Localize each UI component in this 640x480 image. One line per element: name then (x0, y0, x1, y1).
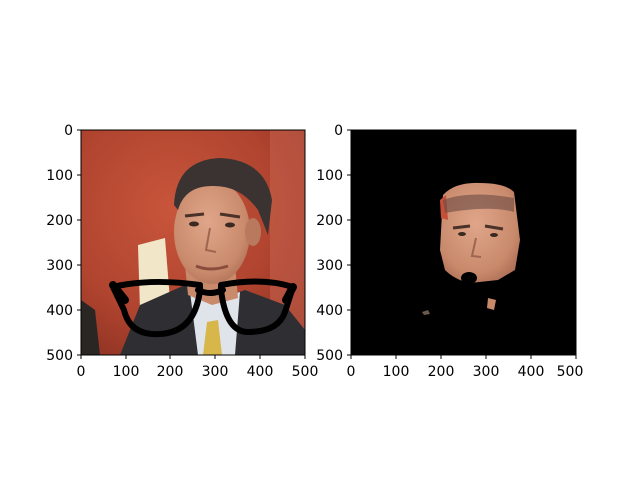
left-y-tick-label: 0 (64, 123, 73, 139)
right-x-axis (350, 355, 577, 359)
hair (174, 158, 272, 235)
right-y-tick-label: 0 (334, 123, 343, 139)
yellow-tie (203, 320, 222, 355)
right-x-tick-label: 300 (473, 364, 500, 380)
left-x-tick-label: 200 (157, 364, 184, 380)
left-x-tick-label: 100 (113, 364, 140, 380)
right-y-tick-label: 100 (316, 168, 343, 184)
left-image-panel (81, 130, 305, 355)
lamp-glow (138, 238, 170, 310)
face (174, 180, 250, 284)
right-y-axis (347, 129, 351, 356)
dark-figure (81, 300, 100, 355)
left-x-tick-label: 300 (202, 364, 229, 380)
right-y-tick-label: 500 (316, 348, 343, 364)
right-y-tick-label: 300 (316, 258, 343, 274)
eyeglasses-overlay (109, 278, 297, 338)
left-y-tick-label: 400 (46, 303, 73, 319)
left-y-axis (77, 129, 81, 356)
left-y-tick-label: 200 (46, 213, 73, 229)
right-y-tick-label: 400 (316, 303, 343, 319)
left-x-axis (80, 355, 306, 359)
right-axes-frame (350, 129, 577, 356)
right-x-tick-label: 100 (383, 364, 410, 380)
left-y-tick-label: 500 (46, 348, 73, 364)
right-x-tick-label: 500 (557, 364, 584, 380)
right-x-tick-label: 0 (347, 364, 356, 380)
left-y-tick-label: 100 (46, 168, 73, 184)
right-image-panel (351, 130, 576, 355)
right-x-tick-label: 400 (518, 364, 545, 380)
left-axes-frame (80, 129, 306, 356)
left-y-tick-label: 300 (46, 258, 73, 274)
right-x-tick-label: 200 (428, 364, 455, 380)
right-y-tick-label: 200 (316, 213, 343, 229)
left-x-tick-label: 400 (247, 364, 274, 380)
left-x-tick-label: 0 (77, 364, 86, 380)
left-x-tick-label: 500 (292, 364, 319, 380)
